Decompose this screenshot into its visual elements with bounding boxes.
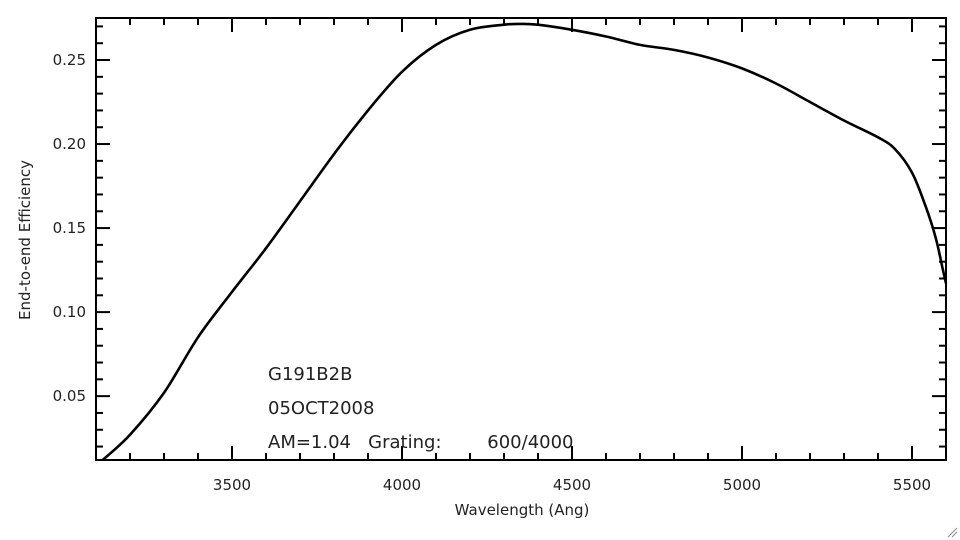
plot-frame <box>95 17 947 461</box>
x-tick-label: 4000 <box>383 476 421 494</box>
y-axis-label: End-to-end Efficiency <box>16 160 34 320</box>
x-tick-labels: 3500 4000 4500 5000 5500 <box>213 476 931 494</box>
efficiency-curve <box>101 22 948 461</box>
y-tick-label: 0.15 <box>53 219 86 237</box>
annotation-airmass-grating: AM=1.04 Grating: 600/4000 <box>268 432 574 453</box>
x-tick-label: 3500 <box>213 476 251 494</box>
x-tick-label: 5000 <box>723 476 761 494</box>
y-tick-label: 0.05 <box>53 387 86 405</box>
plot-area <box>95 17 947 461</box>
y-tick-labels: 0.05 0.10 0.15 0.20 0.25 <box>53 51 86 405</box>
y-tick-label: 0.25 <box>53 51 86 69</box>
resize-grip-icon <box>947 527 958 538</box>
annotation-date: 05OCT2008 <box>268 398 374 419</box>
annotation-target: G191B2B <box>268 364 352 385</box>
y-tick-label: 0.10 <box>53 303 86 321</box>
x-tick-label: 4500 <box>553 476 591 494</box>
x-axis-label: Wavelength (Ang) <box>455 501 590 519</box>
x-tick-label: 5500 <box>893 476 931 494</box>
axis-ticks <box>95 18 947 460</box>
y-tick-label: 0.20 <box>53 135 86 153</box>
